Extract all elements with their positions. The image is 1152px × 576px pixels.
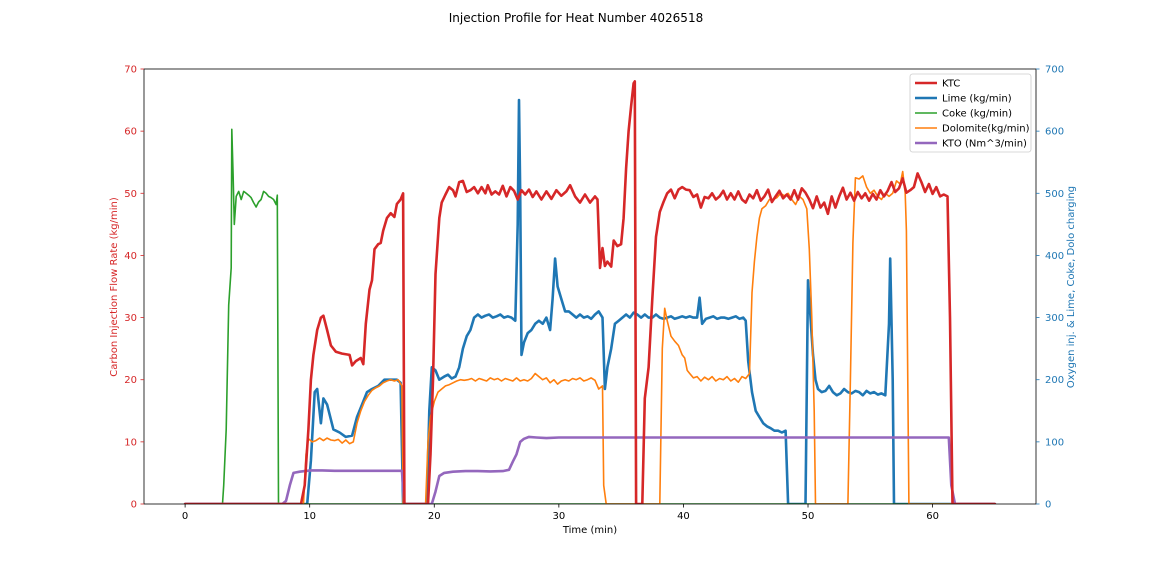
right-y-tick-label: 100: [1045, 437, 1064, 448]
x-axis-label: Time (min): [562, 525, 617, 536]
right-y-tick-label: 500: [1045, 189, 1064, 200]
legend-entry-label: Coke (kg/min): [942, 109, 1012, 120]
x-tick-label: 10: [303, 511, 316, 522]
series-line-dolomite-kg-min: [184, 170, 996, 504]
x-tick-label: 0: [182, 511, 188, 522]
left-y-axis-label: Carbon Injection Flow Rate (kg/min): [109, 197, 120, 377]
legend-entry-label: KTO (Nm^3/min): [942, 139, 1027, 150]
x-tick-label: 60: [926, 511, 939, 522]
legend-entry-label: Lime (kg/min): [942, 94, 1012, 105]
right-y-axis-label: Oxygen inj. & Lime, Coke, Dolo charging: [1066, 186, 1077, 388]
right-y-tick-label: 300: [1045, 313, 1064, 324]
left-y-tick-label: 70: [124, 65, 137, 76]
left-y-tick-label: 20: [124, 375, 137, 386]
x-tick-label: 50: [802, 511, 815, 522]
x-tick-label: 20: [428, 511, 441, 522]
x-tick-label: 40: [677, 511, 690, 522]
legend-entry-label: Dolomite(kg/min): [942, 124, 1030, 135]
right-y-tick-label: 700: [1045, 65, 1064, 76]
series-line-ktc: [183, 80, 997, 504]
left-y-tick-label: 30: [124, 313, 137, 324]
left-y-tick-label: 60: [124, 127, 137, 138]
left-y-tick-label: 50: [124, 189, 137, 200]
legend-entry-label: KTC: [942, 79, 960, 90]
legend-box: [909, 73, 1032, 153]
right-y-tick-label: 600: [1045, 127, 1064, 138]
right-y-tick-label: 400: [1045, 251, 1064, 262]
right-y-tick-label: 0: [1045, 500, 1051, 511]
series-line-coke-kg-min: [184, 128, 996, 504]
chart-title: Injection Profile for Heat Number 402651…: [449, 11, 703, 25]
x-tick-label: 30: [552, 511, 565, 522]
left-y-tick-label: 40: [124, 251, 137, 262]
left-y-tick-label: 10: [124, 437, 137, 448]
right-y-tick-label: 200: [1045, 375, 1064, 386]
axes-frame: [143, 68, 1037, 505]
series-line-kto-nm-3-min: [183, 435, 997, 504]
plot-area: 0 10 20 30 40 50 60010203040506070010020030040…: [124, 65, 1064, 523]
left-y-tick-label: 0: [131, 500, 137, 511]
